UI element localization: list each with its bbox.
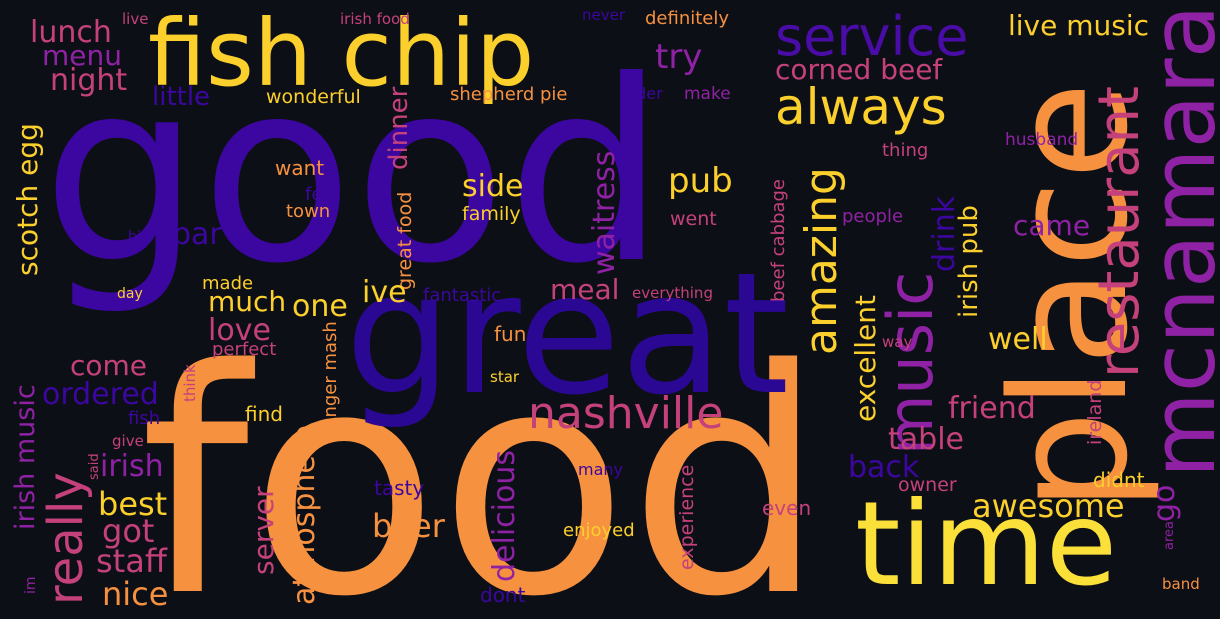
word-fantastic: fantastic: [423, 285, 502, 306]
word-atmosphere: atmosphere: [287, 425, 322, 605]
word-nice: nice: [102, 575, 169, 613]
word-beef-cabbage: beef cabbage: [768, 179, 789, 302]
word-irish: irish: [100, 449, 164, 484]
word-little: little: [152, 82, 211, 112]
word-love: love: [208, 313, 271, 348]
word-scotch-egg: scotch egg: [11, 123, 44, 276]
word-irish-food: irish food: [340, 10, 410, 28]
word-wonderful: wonderful: [266, 86, 361, 108]
word-restaurant: restaurant: [1087, 86, 1152, 378]
word-go: go: [1147, 484, 1182, 522]
word-menu: menu: [42, 39, 122, 72]
word-bar: bar: [172, 217, 222, 252]
word-definitely: definitely: [645, 8, 730, 29]
word-irish-pub: irish pub: [954, 205, 984, 318]
word-server: server: [247, 486, 280, 575]
word-night: night: [50, 63, 128, 98]
word-even: even: [762, 496, 812, 520]
word-give: give: [112, 432, 144, 450]
word-delicious: delicious: [487, 450, 522, 582]
word-lunch: lunch: [30, 15, 112, 50]
word-got: got: [102, 512, 155, 550]
word-irish-music: irish music: [10, 384, 41, 530]
word-star: star: [490, 368, 520, 386]
word-find: find: [245, 402, 283, 426]
word-try: try: [655, 37, 703, 77]
word-husband: husband: [1005, 130, 1079, 150]
word-friend: friend: [948, 391, 1036, 426]
word-nashville: nashville: [528, 388, 724, 439]
word-time: time: [855, 477, 1118, 612]
word-perfect: perfect: [212, 339, 277, 360]
word-much: much: [208, 285, 287, 318]
word-enjoyed: enjoyed: [563, 520, 635, 541]
word-beer: beer: [372, 507, 445, 545]
word-order: order: [620, 84, 663, 103]
word-great: great: [345, 236, 790, 432]
word-want: want: [275, 156, 325, 180]
word-meal: meal: [550, 273, 620, 306]
word-waitress: waitress: [587, 150, 622, 275]
word-best: best: [98, 485, 168, 523]
word-experience: experience: [676, 464, 698, 570]
word-amazing: amazing: [796, 167, 847, 355]
word-everything: everything: [632, 284, 713, 302]
word-service: service: [775, 5, 969, 68]
word-shepherd-pie: shepherd pie: [450, 84, 568, 105]
word-thing: thing: [882, 140, 929, 161]
word-went: went: [670, 208, 717, 230]
word-fish: fish: [128, 408, 161, 429]
word-think: think: [181, 364, 199, 402]
word-mcnamara: mcnamara: [1132, 4, 1220, 478]
word-fish-chip: fish chip: [148, 0, 535, 107]
word-many: many: [578, 460, 623, 479]
word-dont: dont: [480, 583, 526, 607]
word-made: made: [202, 273, 254, 294]
word-back: back: [848, 450, 920, 485]
word-one: one: [292, 289, 348, 324]
word-corned-beef: corned beef: [775, 53, 943, 86]
word-well: well: [988, 322, 1048, 357]
word-came: came: [1013, 209, 1091, 242]
word-banger-mash: banger mash: [320, 321, 341, 440]
word-make: make: [684, 84, 731, 104]
word-side: side: [462, 169, 524, 204]
word-pub: pub: [668, 161, 733, 201]
word-town: town: [286, 201, 331, 222]
word-ive: ive: [362, 275, 407, 310]
word-band: band: [1162, 575, 1200, 593]
word-never: never: [582, 6, 626, 24]
word-fun: fun: [494, 322, 527, 346]
word-owner: owner: [898, 474, 957, 496]
word-im: im: [23, 576, 39, 594]
word-really: really: [38, 472, 94, 605]
word-awesome: awesome: [972, 487, 1125, 525]
word-ordered: ordered: [42, 377, 159, 412]
word-ireland: ireland: [1084, 379, 1106, 445]
word-come: come: [70, 349, 148, 382]
word-day: day: [117, 286, 143, 302]
word-food: food: [140, 304, 826, 619]
word-staff: staff: [96, 542, 167, 580]
word-excellent: excellent: [849, 295, 882, 422]
word-live: live: [122, 10, 149, 28]
word-live-music: live music: [1008, 9, 1150, 42]
word-area: area: [1162, 521, 1177, 550]
word-bit: bit: [128, 229, 147, 245]
word-good: good: [42, 27, 666, 318]
word-family: family: [462, 203, 521, 225]
word-people: people: [842, 206, 904, 227]
word-table: table: [888, 422, 964, 457]
word-always: always: [775, 78, 947, 136]
word-tasty: tasty: [374, 476, 425, 500]
word-way: way: [882, 333, 913, 351]
word-dinner: dinner: [384, 86, 414, 170]
word-feel: feel: [305, 184, 339, 205]
word-didnt: didnt: [1093, 468, 1145, 492]
